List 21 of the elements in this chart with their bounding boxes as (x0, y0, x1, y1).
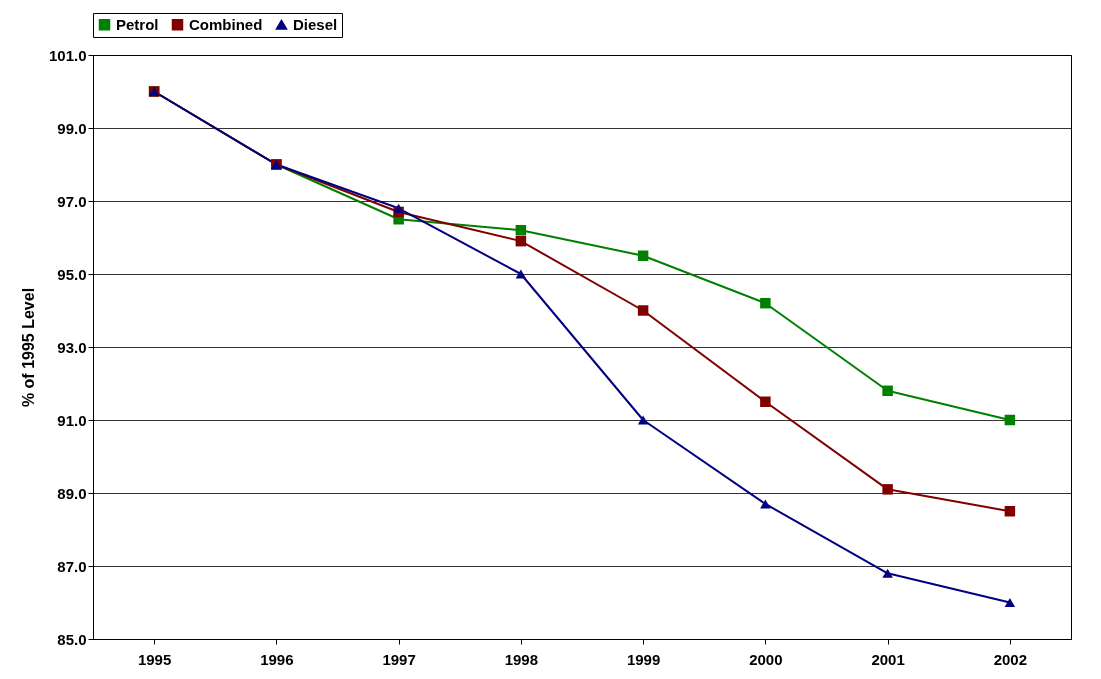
x-tick-label: 1996 (260, 650, 294, 668)
x-tick-label: 1998 (504, 650, 539, 668)
y-tick-label: 91.0 (57, 411, 87, 429)
legend-label: Petrol (116, 15, 159, 33)
x-tick-label: 1999 (626, 650, 661, 668)
x-tick-label: 2002 (993, 650, 1028, 668)
y-tick-label: 101.0 (48, 46, 87, 64)
y-tick-label: 99.0 (57, 119, 87, 137)
y-tick-label: 93.0 (57, 338, 87, 356)
y-tick-label: 87.0 (57, 557, 87, 575)
x-tick-label: 2001 (871, 650, 905, 668)
x-tick-label: 1997 (382, 650, 416, 668)
y-tick-label: 89.0 (57, 484, 87, 502)
x-tick-label: 2000 (749, 650, 783, 668)
legend-label: Diesel (293, 15, 338, 33)
y-tick-label: 97.0 (57, 192, 87, 210)
legend-label: Combined (189, 15, 263, 33)
y-tick-label: 85.0 (57, 630, 87, 648)
x-tick-label: 1995 (137, 650, 172, 668)
y-tick-label: 95.0 (57, 265, 87, 283)
y-axis-title: % of 1995 Level (19, 287, 37, 408)
